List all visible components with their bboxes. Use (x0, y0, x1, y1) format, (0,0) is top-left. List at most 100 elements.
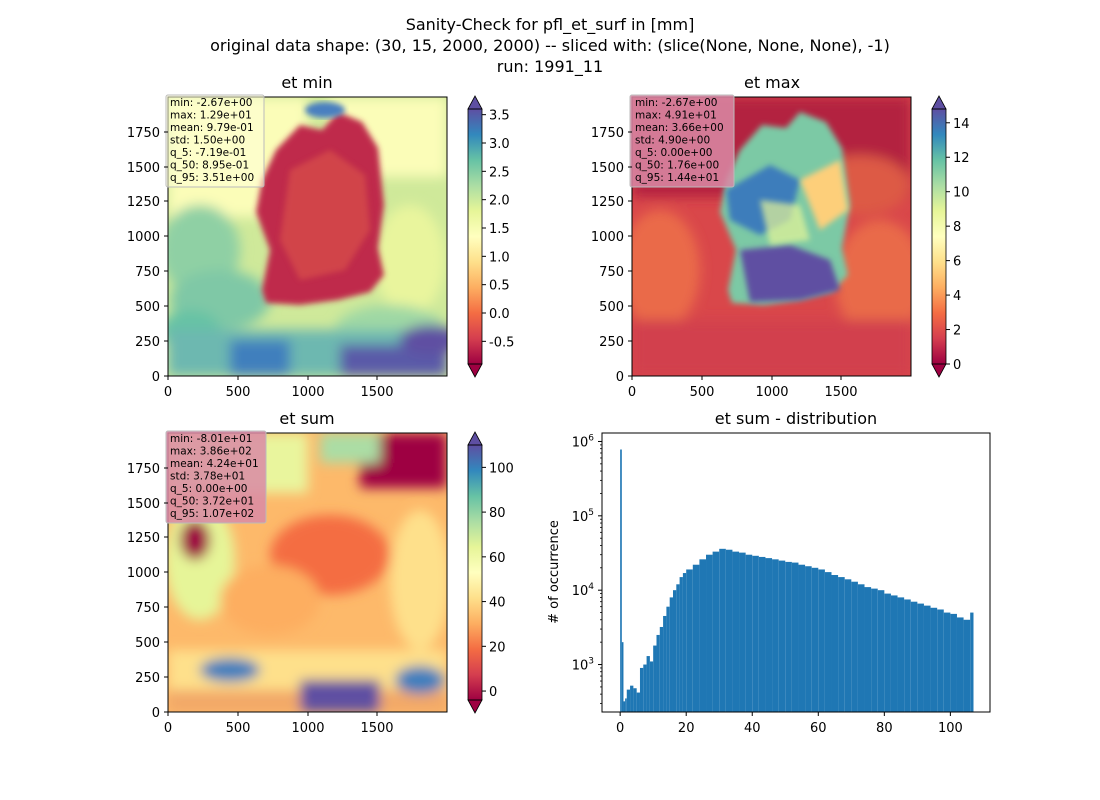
y-tick-label: 0 (616, 370, 624, 385)
histogram-bar (623, 701, 626, 712)
x-tick-label: 1000 (291, 721, 324, 736)
x-tick-label: 0 (628, 385, 636, 400)
histogram-bar (811, 567, 819, 712)
histogram-bar (831, 575, 839, 712)
colorbar-tick-label: 2.5 (489, 165, 510, 180)
histogram-bar (626, 689, 631, 712)
colorbar-tick: 0.5 (482, 279, 510, 294)
histogram-bar (682, 573, 687, 712)
histogram-bar (765, 558, 773, 712)
svg-text:min: -2.67e+00 max: 4.: min: -2.67e+00 max: 4.91e+01 mean: 3.66e… (635, 97, 727, 184)
x-tick: 20 (678, 712, 695, 736)
y-tick: 1250 (591, 195, 632, 210)
stats-q50: q_50: 8.95e-01 (170, 160, 249, 172)
histogram-bar (633, 688, 637, 712)
histogram-bar (778, 560, 786, 712)
colorbar-tick-label: 12 (953, 151, 970, 166)
colorbar-tick-label: 10 (953, 186, 970, 201)
x-axis: 0 20 40 60 80 100 (616, 712, 963, 736)
colorbar-tick-label: 60 (489, 551, 506, 566)
stats-q50: q_50: 1.76e+00 (635, 160, 719, 172)
histogram-bar (745, 554, 753, 712)
histogram-bar (656, 634, 660, 712)
histogram-bar (686, 569, 693, 712)
x-tick: 1000 (291, 712, 325, 736)
stats-min: min: -2.67e+00 (170, 97, 252, 109)
colorbar-tick-label: 0 (489, 685, 497, 700)
axis: 0 500 1000 1500 0 250 500 750 1000 1250 … (127, 126, 394, 400)
y-tick: 500 (135, 300, 168, 315)
colorbar-tick: 3.0 (482, 137, 510, 152)
histogram-bar (897, 597, 905, 712)
y-tick-label: 250 (135, 335, 160, 350)
plot-frame (601, 432, 991, 713)
histogram-bar (653, 645, 657, 712)
x-tick: 100 (938, 712, 963, 736)
histogram-bar (930, 607, 938, 712)
axis: 0 500 1000 1500 0 250 500 750 1000 1250 … (127, 462, 394, 736)
stats-q95: q_95: 1.44e+01 (635, 172, 719, 184)
x-tick: 500 (226, 712, 250, 736)
y-tick: 250 (599, 335, 632, 350)
x-tick-label: 0 (164, 385, 172, 400)
histogram-bar (739, 552, 746, 712)
histogram-bar (732, 551, 740, 712)
figure-title-line-1: Sanity-Check for pfl_et_surf in [mm] (406, 15, 695, 35)
histogram-bar (864, 587, 872, 712)
x-tick-label: 20 (678, 721, 695, 736)
y-tick: 500 (135, 636, 168, 651)
figure-title-line-3: run: 1991_11 (497, 57, 603, 77)
colorbar-tick-label: 1.5 (489, 222, 510, 237)
histogram-bar (917, 603, 924, 712)
x-tick-label: 1000 (755, 385, 788, 400)
x-tick: 40 (744, 712, 761, 736)
histogram-bar (838, 577, 845, 712)
y-tick-label: 0 (152, 370, 160, 385)
histogram-bars (620, 449, 974, 712)
y-tick-label: 1500 (591, 161, 624, 176)
x-tick-label: 40 (744, 721, 761, 736)
colorbar-gradient (468, 445, 482, 700)
panel-et-sum-distribution: et sum - distribution 0 20 40 60 80 100 10310… (547, 409, 991, 736)
histogram-bar (798, 564, 806, 712)
panel-title: et min (281, 73, 332, 92)
colorbar-extend-bottom (467, 363, 483, 378)
colorbar-tick: 14 (946, 117, 970, 132)
histogram-bar (659, 626, 664, 712)
heatmap-image (168, 97, 447, 376)
colorbar-tick: 1.0 (482, 250, 510, 265)
y-tick-label: 1500 (127, 161, 160, 176)
y-tick-label: 1250 (127, 195, 160, 210)
y-tick-label: 1000 (127, 566, 160, 581)
y-tick: 1250 (127, 531, 168, 546)
x-tick: 0 (628, 376, 636, 400)
stats-max: max: 4.91e+01 (635, 110, 717, 122)
y-tick-label: 1000 (591, 230, 624, 245)
histogram-bar (950, 613, 957, 712)
colorbar-tick-label: 4 (953, 289, 961, 304)
x-tick: 0 (164, 712, 172, 736)
x-tick-label: 0 (616, 721, 624, 736)
histogram-bar (923, 605, 931, 712)
stats-q50: q_50: 3.72e+01 (170, 496, 254, 508)
colorbar-tick-label: 3.5 (489, 109, 510, 124)
colorbar-tick-label: 2 (953, 324, 961, 339)
histogram-bar (904, 599, 911, 712)
histogram-bar (679, 577, 683, 712)
y-tick-label: 500 (135, 300, 160, 315)
histogram-bar (630, 685, 634, 712)
stats-max: max: 1.29e+01 (170, 110, 252, 122)
histogram-bar (877, 590, 885, 712)
panel-et-max: et max min: -2.67e+00 max: 4.91e+01 mean (591, 73, 970, 400)
svg-text:min: -2.67e+00 max: 1.: min: -2.67e+00 max: 1.29e+01 mean: 9.79e… (170, 97, 257, 184)
x-tick: 1000 (755, 376, 789, 400)
colorbar-tick-label: 6 (953, 255, 961, 270)
histogram-bar (772, 559, 779, 712)
axis: 0 500 1000 1500 0 250 500 750 1000 1250 … (591, 126, 858, 400)
histogram-bar (669, 597, 673, 712)
y-tick: 250 (135, 335, 168, 350)
y-tick: 1500 (127, 497, 168, 512)
colorbar-tick: 0.0 (482, 307, 510, 322)
x-tick: 80 (876, 712, 893, 736)
